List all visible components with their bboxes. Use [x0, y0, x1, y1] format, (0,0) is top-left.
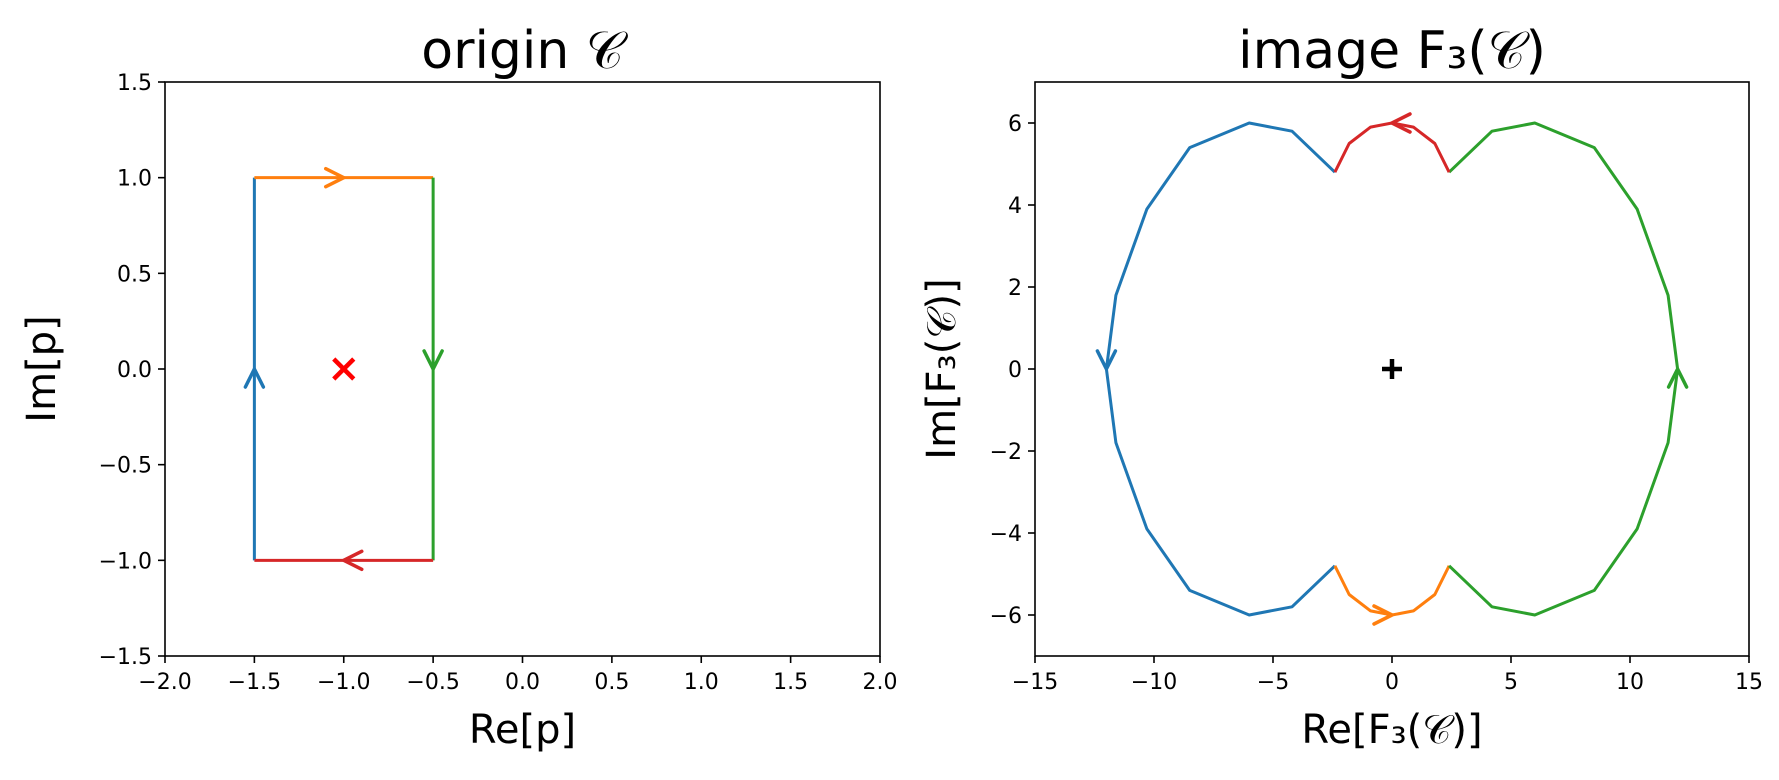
origin-plus-marker [1382, 359, 1402, 379]
y-tick-label: −0.5 [99, 454, 152, 479]
y-tick-label: 2 [1008, 276, 1022, 301]
y-tick-label: −6 [990, 604, 1022, 629]
x-tick-label: 1.5 [773, 670, 808, 695]
x-tick-label: −10 [1131, 670, 1177, 695]
y-tick-label: −4 [990, 522, 1022, 547]
y-tick-label: 4 [1008, 194, 1022, 219]
x-tick-label: −0.5 [406, 670, 459, 695]
y-tick-label: 1.0 [117, 167, 152, 192]
series-line-2 [1448, 121, 1680, 617]
x-tick-label: 1.0 [684, 670, 719, 695]
direction-arrow-2 [1666, 367, 1689, 389]
x-tick-label: 10 [1616, 670, 1644, 695]
pole-x-marker [332, 357, 356, 381]
x-tick-label: −5 [1257, 670, 1289, 695]
x-tick-label: −1.5 [228, 670, 281, 695]
y-tick-label: 0 [1008, 358, 1022, 383]
x-axis-label: Re[F₃(𝒞)] [1301, 707, 1482, 753]
direction-arrow-1 [324, 166, 346, 189]
x-tick-label: 0 [1385, 670, 1399, 695]
y-axis-label: Im[F₃(𝒞)] [919, 278, 965, 459]
x-tick-label: −1.0 [317, 670, 370, 695]
x-axis-label: Re[p] [469, 707, 576, 753]
axes-frame [164, 81, 881, 657]
direction-arrow-2 [422, 349, 444, 371]
direction-arrow-3 [342, 549, 364, 572]
direction-arrow-1 [1372, 604, 1394, 626]
y-tick-label: −2 [990, 440, 1022, 465]
chart-image-panel: image F₃(𝒞) −15 −10 −5 0 5 10 15 −6 −4 −2 0 2 4 6 Re[F₃… [919, 21, 1763, 753]
x-tick-label: 5 [1504, 670, 1518, 695]
x-tick-label: 0.5 [594, 670, 629, 695]
direction-arrow-3 [1390, 112, 1412, 134]
x-tick-label: 0.0 [505, 670, 540, 695]
x-tick-label: −15 [1012, 670, 1058, 695]
marker-stroke [332, 357, 356, 381]
y-tick-label: 0.0 [117, 358, 152, 383]
y-tick-label: −1.5 [99, 645, 152, 670]
series-line-1 [1333, 565, 1451, 617]
chart-title: origin 𝒞 [421, 21, 629, 81]
x-tick-label: 2.0 [863, 670, 898, 695]
series-line-3 [1333, 121, 1451, 173]
series-line-0 [1104, 121, 1336, 617]
chart-title: image F₃(𝒞) [1238, 21, 1546, 81]
y-tick-label: 6 [1008, 112, 1022, 137]
direction-arrow-0 [243, 367, 266, 389]
y-tick-label: 1.5 [117, 71, 152, 96]
x-tick-label: 15 [1735, 670, 1763, 695]
x-tick-label: −2.0 [138, 670, 191, 695]
direction-arrow-0 [1095, 349, 1118, 371]
chart-origin-panel: origin 𝒞−2.0 −1.5 −1.0 −0.5 0.0 0.5 1.0 1.5 2.0−… [19, 21, 898, 753]
y-tick-label: −1.0 [99, 549, 152, 574]
y-tick-label: 0.5 [117, 262, 152, 287]
y-axis-label: Im[p] [19, 315, 65, 422]
